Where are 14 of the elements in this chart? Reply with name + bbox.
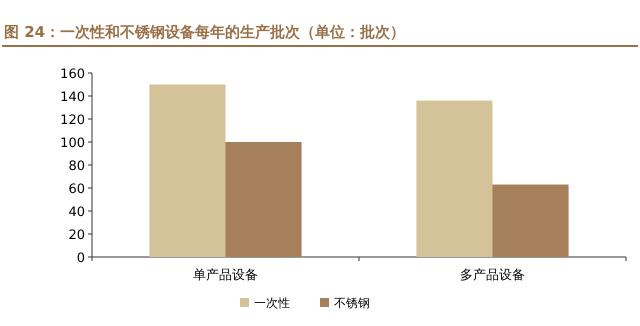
x-tick-label: 单产品设备 [193, 268, 258, 283]
x-tick-label: 多产品设备 [460, 268, 525, 283]
legend-label: 不锈钢 [334, 296, 370, 310]
y-tick-label: 120 [60, 113, 85, 128]
y-tick-label: 20 [68, 228, 85, 243]
y-tick-label: 140 [60, 90, 85, 105]
legend-label: 一次性 [254, 296, 290, 310]
y-tick-label: 100 [60, 136, 85, 151]
y-tick-label: 160 [60, 67, 85, 82]
y-tick-label: 40 [68, 205, 85, 220]
y-tick-label: 80 [68, 159, 85, 174]
title: 图 24：一次性和不锈钢设备每年的生产批次（单位：批次） [4, 23, 406, 41]
y-tick-label: 60 [68, 182, 85, 197]
y-tick-label: 0 [76, 251, 85, 266]
